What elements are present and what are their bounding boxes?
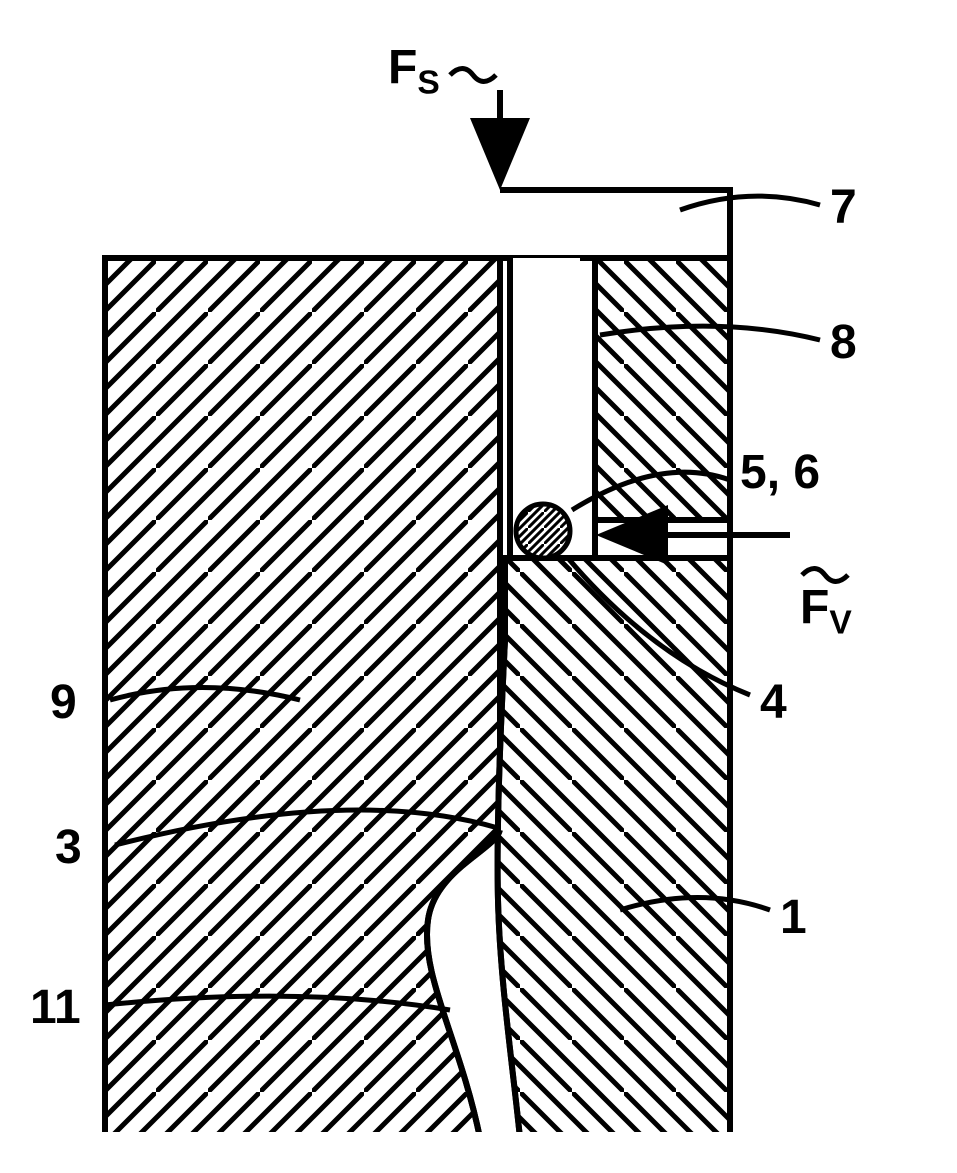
label-5-6: 5, 6 (740, 445, 820, 500)
o-ring (516, 504, 570, 558)
open-bottom-mask (100, 1132, 740, 1146)
label-9: 9 (50, 675, 77, 730)
label-fs: FS (388, 40, 440, 103)
label-fv-sub: V (829, 605, 851, 642)
tilde-fs (448, 60, 498, 90)
label-3: 3 (55, 820, 82, 875)
label-fs-text: F (388, 41, 417, 94)
label-7: 7 (830, 180, 857, 235)
label-1: 1 (780, 890, 807, 945)
label-11: 11 (30, 980, 81, 1035)
label-8: 8 (830, 315, 857, 370)
label-4: 4 (760, 675, 787, 730)
label-fs-sub: S (417, 65, 439, 102)
tilde-fv (800, 560, 850, 590)
